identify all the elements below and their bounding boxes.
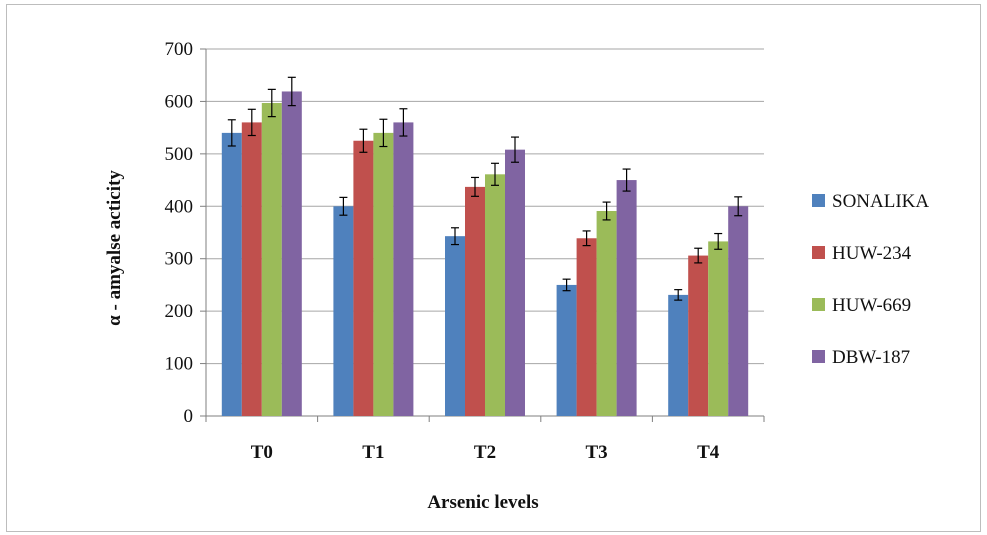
legend-swatch: [812, 246, 825, 259]
y-tick-label: 200: [165, 301, 194, 322]
y-tick-label: 700: [165, 39, 194, 60]
bar: [688, 255, 709, 416]
legend-label: DBW-187: [832, 347, 910, 368]
y-tick-label: 0: [184, 406, 194, 427]
bar: [668, 294, 689, 416]
legend-label: HUW-669: [832, 295, 911, 316]
bar: [393, 122, 414, 417]
y-tick-label: 500: [165, 144, 194, 165]
bar: [556, 284, 577, 416]
bar: [465, 186, 485, 416]
bar: [373, 132, 394, 416]
y-tick-label: 600: [165, 91, 194, 112]
y-tick-label: 300: [165, 249, 194, 270]
bar: [505, 149, 525, 417]
x-tick-label: T4: [697, 442, 720, 463]
bar: [616, 180, 637, 416]
y-tick-label: 400: [165, 196, 194, 217]
bar: [596, 211, 617, 416]
legend: SONALIKA HUW-234 HUW-669 DBW-187: [812, 191, 929, 368]
tick-labels: 0 100 200 300 400 500 600 700 T0 T1 T2 T3 T4: [165, 39, 720, 463]
bar: [281, 91, 302, 417]
bar: [485, 174, 505, 416]
legend-swatch: [812, 350, 825, 363]
x-tick-label: T0: [251, 442, 273, 463]
bars: [221, 76, 749, 417]
x-tick-label: T3: [586, 442, 608, 463]
bar: [261, 103, 282, 416]
bar: [353, 140, 374, 416]
bar: [241, 122, 262, 417]
bar: [728, 206, 749, 416]
bar: [221, 132, 242, 416]
bar: [333, 206, 354, 416]
y-axis-title: α - amyalse acticity: [104, 170, 125, 326]
bar: [708, 241, 729, 416]
bar: [445, 236, 465, 416]
x-tick-label: T2: [474, 442, 496, 463]
legend-label: HUW-234: [832, 243, 912, 264]
y-tick-label: 100: [165, 354, 194, 375]
legend-swatch: [812, 298, 825, 311]
bar: [576, 238, 597, 416]
x-tick-label: T1: [362, 442, 384, 463]
legend-label: SONALIKA: [832, 191, 929, 212]
legend-swatch: [812, 194, 825, 207]
x-axis-title: Arsenic levels: [427, 492, 538, 513]
